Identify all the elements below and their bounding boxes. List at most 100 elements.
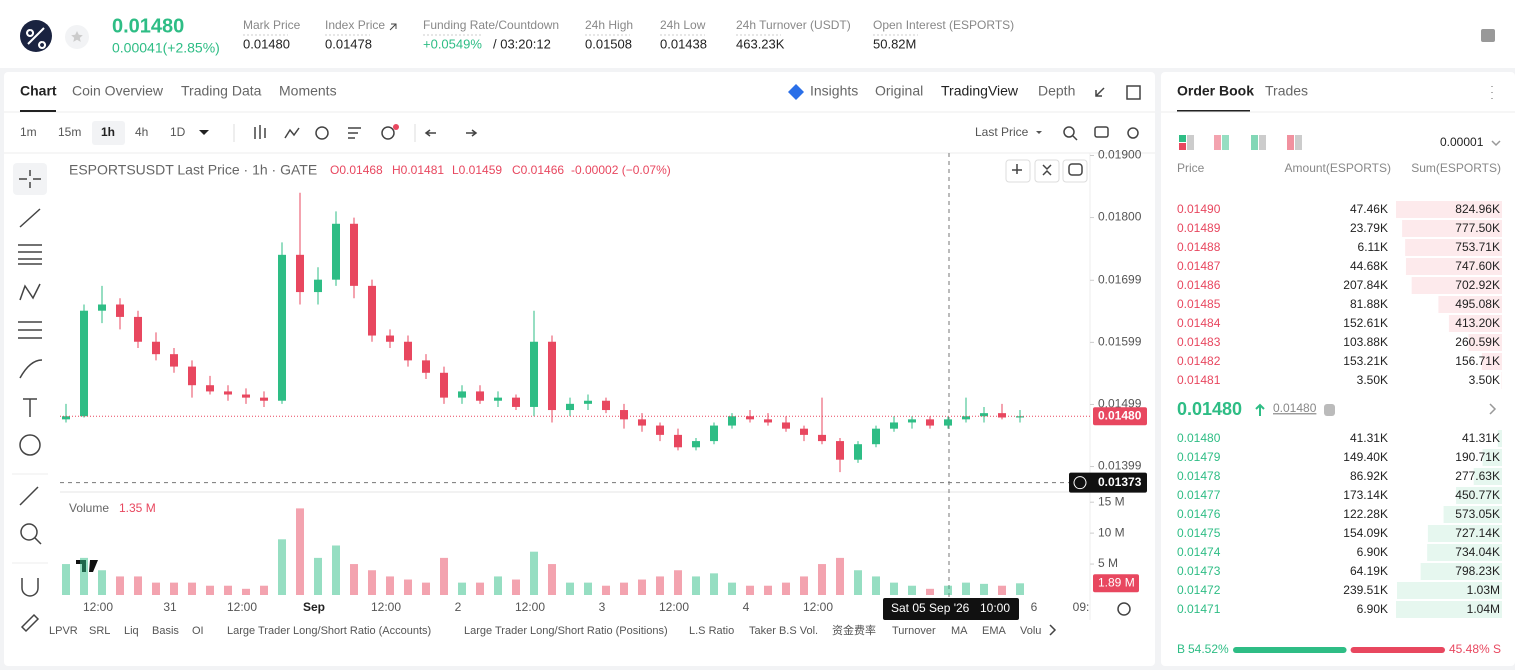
chart-button[interactable] xyxy=(1005,159,1031,183)
book-amount: 239.51K xyxy=(1343,583,1388,597)
book-amount: 154.09K xyxy=(1343,526,1388,540)
volume-bar xyxy=(62,564,70,595)
book-price[interactable]: 0.01476 xyxy=(1177,507,1221,521)
chart-button[interactable] xyxy=(1062,159,1088,183)
notes-icon[interactable] xyxy=(1481,29,1495,42)
ohlc-l: L0.01459 xyxy=(452,163,502,177)
book-price[interactable]: 0.01484 xyxy=(1177,316,1221,330)
book-price[interactable]: 0.01488 xyxy=(1177,240,1221,254)
dropdown-caret[interactable] xyxy=(199,130,209,135)
view-tab[interactable]: Insights xyxy=(810,83,858,99)
indicator-tab[interactable]: Large Trader Long/Short Ratio (Accounts) xyxy=(227,625,431,637)
book-price[interactable]: 0.01489 xyxy=(1177,221,1221,235)
indicator-tab[interactable]: Taker B.S Vol. xyxy=(749,625,818,637)
depth-bar xyxy=(1405,258,1502,275)
indicator-tab[interactable]: MA xyxy=(951,625,968,637)
book-amount: 64.19K xyxy=(1350,564,1388,578)
interval[interactable]: 1m xyxy=(20,125,37,139)
indicator-tab[interactable]: SRL xyxy=(89,625,110,637)
book-price[interactable]: 0.01475 xyxy=(1177,526,1221,540)
up-arrow xyxy=(1255,403,1265,416)
time-label: 4 xyxy=(743,600,750,614)
candle-body xyxy=(854,444,862,460)
interval[interactable]: 1D xyxy=(170,125,186,139)
volume-bar xyxy=(746,585,754,595)
book-price[interactable]: 0.01474 xyxy=(1177,545,1221,559)
candle-body xyxy=(476,391,484,401)
interval[interactable]: 15m xyxy=(58,125,81,139)
book-price[interactable]: 0.01490 xyxy=(1177,202,1221,216)
stat-label: 24h Turnover (USDT) xyxy=(736,18,851,32)
depth-bar xyxy=(1427,544,1502,561)
chart-tab[interactable]: Chart xyxy=(20,83,57,99)
time-label: 12:00 xyxy=(803,600,833,614)
book-amount: 152.61K xyxy=(1343,316,1388,330)
volume-tick-label: 10 M xyxy=(1098,525,1125,539)
book-price[interactable]: 0.01486 xyxy=(1177,278,1221,292)
book-price[interactable]: 0.01482 xyxy=(1177,354,1221,368)
book-price[interactable]: 0.01473 xyxy=(1177,564,1221,578)
indicator-tab[interactable]: 资金费率 xyxy=(832,623,876,637)
book-tab[interactable]: Order Book xyxy=(1177,83,1254,99)
view-tab[interactable]: Original xyxy=(875,83,923,99)
volume-bar xyxy=(602,585,610,595)
chart-tab[interactable]: Trading Data xyxy=(181,83,262,99)
candle-body xyxy=(116,304,124,317)
indicator-tab[interactable]: Turnover xyxy=(892,625,936,637)
view-tab[interactable]: TradingView xyxy=(941,83,1019,99)
candle-body xyxy=(422,360,430,373)
book-tab[interactable]: Trades xyxy=(1265,83,1308,99)
depth-bar xyxy=(1456,487,1502,504)
volume-label: Volume xyxy=(69,501,109,515)
book-price[interactable]: 0.01480 xyxy=(1177,431,1221,445)
indicator-tab[interactable]: Volu xyxy=(1020,625,1041,637)
candle-body xyxy=(998,413,1006,418)
book-price[interactable]: 0.01481 xyxy=(1177,373,1221,387)
price-type[interactable]: Last Price xyxy=(975,125,1029,139)
chart-symbol: ESPORTSUSDT Last Price · 1h · GATE xyxy=(69,162,317,178)
indicator-tab[interactable]: Large Trader Long/Short Ratio (Positions… xyxy=(464,625,668,637)
indicator-tab[interactable]: OI xyxy=(192,625,204,637)
indicator-tab[interactable]: LPVR xyxy=(49,625,78,637)
book-price[interactable]: 0.01478 xyxy=(1177,469,1221,483)
indicator-tab[interactable]: Basis xyxy=(152,625,179,637)
chart-tab[interactable]: Moments xyxy=(279,83,337,99)
precision[interactable]: 0.00001 xyxy=(1440,135,1484,149)
chart-tab[interactable]: Coin Overview xyxy=(72,83,164,99)
candle-body xyxy=(584,400,592,404)
depth-bar xyxy=(1497,430,1502,447)
buy-label: B xyxy=(1177,642,1185,656)
interval[interactable]: 4h xyxy=(135,125,148,139)
time-label: 12:00 xyxy=(515,600,545,614)
indicator-tab[interactable]: Liq xyxy=(124,625,139,637)
candle-body xyxy=(836,441,844,460)
book-sum: 3.50K xyxy=(1469,373,1500,387)
view-tab[interactable]: Depth xyxy=(1038,83,1075,99)
book-sum: 413.20K xyxy=(1455,316,1500,330)
volume-bar xyxy=(458,582,466,595)
book-price[interactable]: 0.01472 xyxy=(1177,583,1221,597)
coin-logo-glyph xyxy=(26,27,47,49)
book-view-buttons[interactable] xyxy=(1179,135,1302,150)
volume-bar xyxy=(782,582,790,595)
add-alert-icon[interactable] xyxy=(1073,476,1087,490)
book-price[interactable]: 0.01477 xyxy=(1177,488,1221,502)
book-sum: 824.96K xyxy=(1455,202,1500,216)
book-sum: 277.63K xyxy=(1455,469,1500,483)
stat-label: 24h High xyxy=(585,18,633,32)
book-price[interactable]: 0.01487 xyxy=(1177,259,1221,273)
axis-settings-icon[interactable] xyxy=(1117,602,1131,616)
interval[interactable]: 1h xyxy=(101,125,115,139)
book-price[interactable]: 0.01485 xyxy=(1177,297,1221,311)
scroll-right[interactable] xyxy=(1049,624,1057,636)
indicator-tab[interactable]: EMA xyxy=(982,625,1007,637)
buy-pct: 54.52% xyxy=(1188,642,1229,656)
book-price[interactable]: 0.01471 xyxy=(1177,602,1221,616)
chart-toolbar-icons xyxy=(254,85,1141,176)
indicator-tab[interactable]: L.S Ratio xyxy=(689,625,734,637)
book-price[interactable]: 0.01479 xyxy=(1177,450,1221,464)
stat-value: 0.01478 xyxy=(325,36,372,51)
book-amount: 3.50K xyxy=(1357,373,1388,387)
chart-button[interactable] xyxy=(1034,159,1060,183)
book-price[interactable]: 0.01483 xyxy=(1177,335,1221,349)
